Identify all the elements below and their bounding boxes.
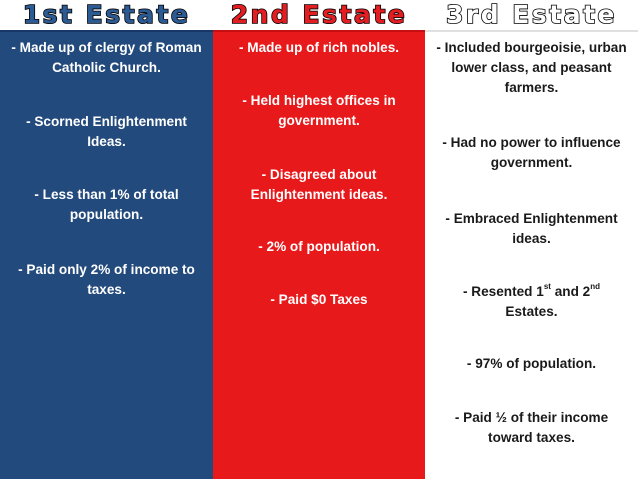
- third-estate-item-resented: - Resented 1st and 2nd Estates.: [462, 282, 601, 319]
- third-estate-title: 3rd Estate: [445, 0, 617, 30]
- third-estate-item-included: - Included bourgeoisie, urban lower clas…: [436, 40, 627, 95]
- first-estate-title: 1st Estate: [22, 0, 191, 30]
- third-estate-item-population: - 97% of population.: [466, 356, 597, 371]
- first-estate-column: - Made up of clergy of Roman Catholic Ch…: [0, 30, 213, 479]
- first-estate-item-population: - Less than 1% of total population.: [34, 187, 179, 222]
- second-estate-item-taxes: - Paid $0 Taxes: [270, 292, 368, 307]
- first-estate-item-scorned: - Scorned Enlightenment Ideas.: [26, 114, 187, 149]
- first-estate-item-clergy: - Made up of clergy of Roman Catholic Ch…: [11, 40, 202, 75]
- second-estate-item-offices: - Held highest offices in government.: [242, 93, 396, 128]
- third-estate-item-embraced: - Embraced Enlightenment ideas.: [445, 211, 618, 246]
- first-estate-item-taxes: - Paid only 2% of income to taxes.: [18, 262, 195, 297]
- second-estate-title: 2nd Estate: [230, 0, 408, 30]
- second-estate-item-nobles: - Made up of rich nobles.: [238, 40, 400, 55]
- second-estate-column: - Made up of rich nobles. - Held highest…: [213, 30, 425, 479]
- third-estate-item-taxes: - Paid ½ of their income toward taxes.: [454, 410, 609, 445]
- superscript-st: st: [543, 282, 551, 292]
- second-estate-item-population: - 2% of population.: [258, 239, 380, 254]
- third-estate-item-no-power: - Had no power to influence government.: [442, 135, 621, 170]
- second-estate-item-disagreed: - Disagreed about Enlightenment ideas.: [250, 167, 388, 202]
- superscript-nd: nd: [590, 282, 601, 292]
- third-estate-column: - Included bourgeoisie, urban lower clas…: [425, 30, 638, 479]
